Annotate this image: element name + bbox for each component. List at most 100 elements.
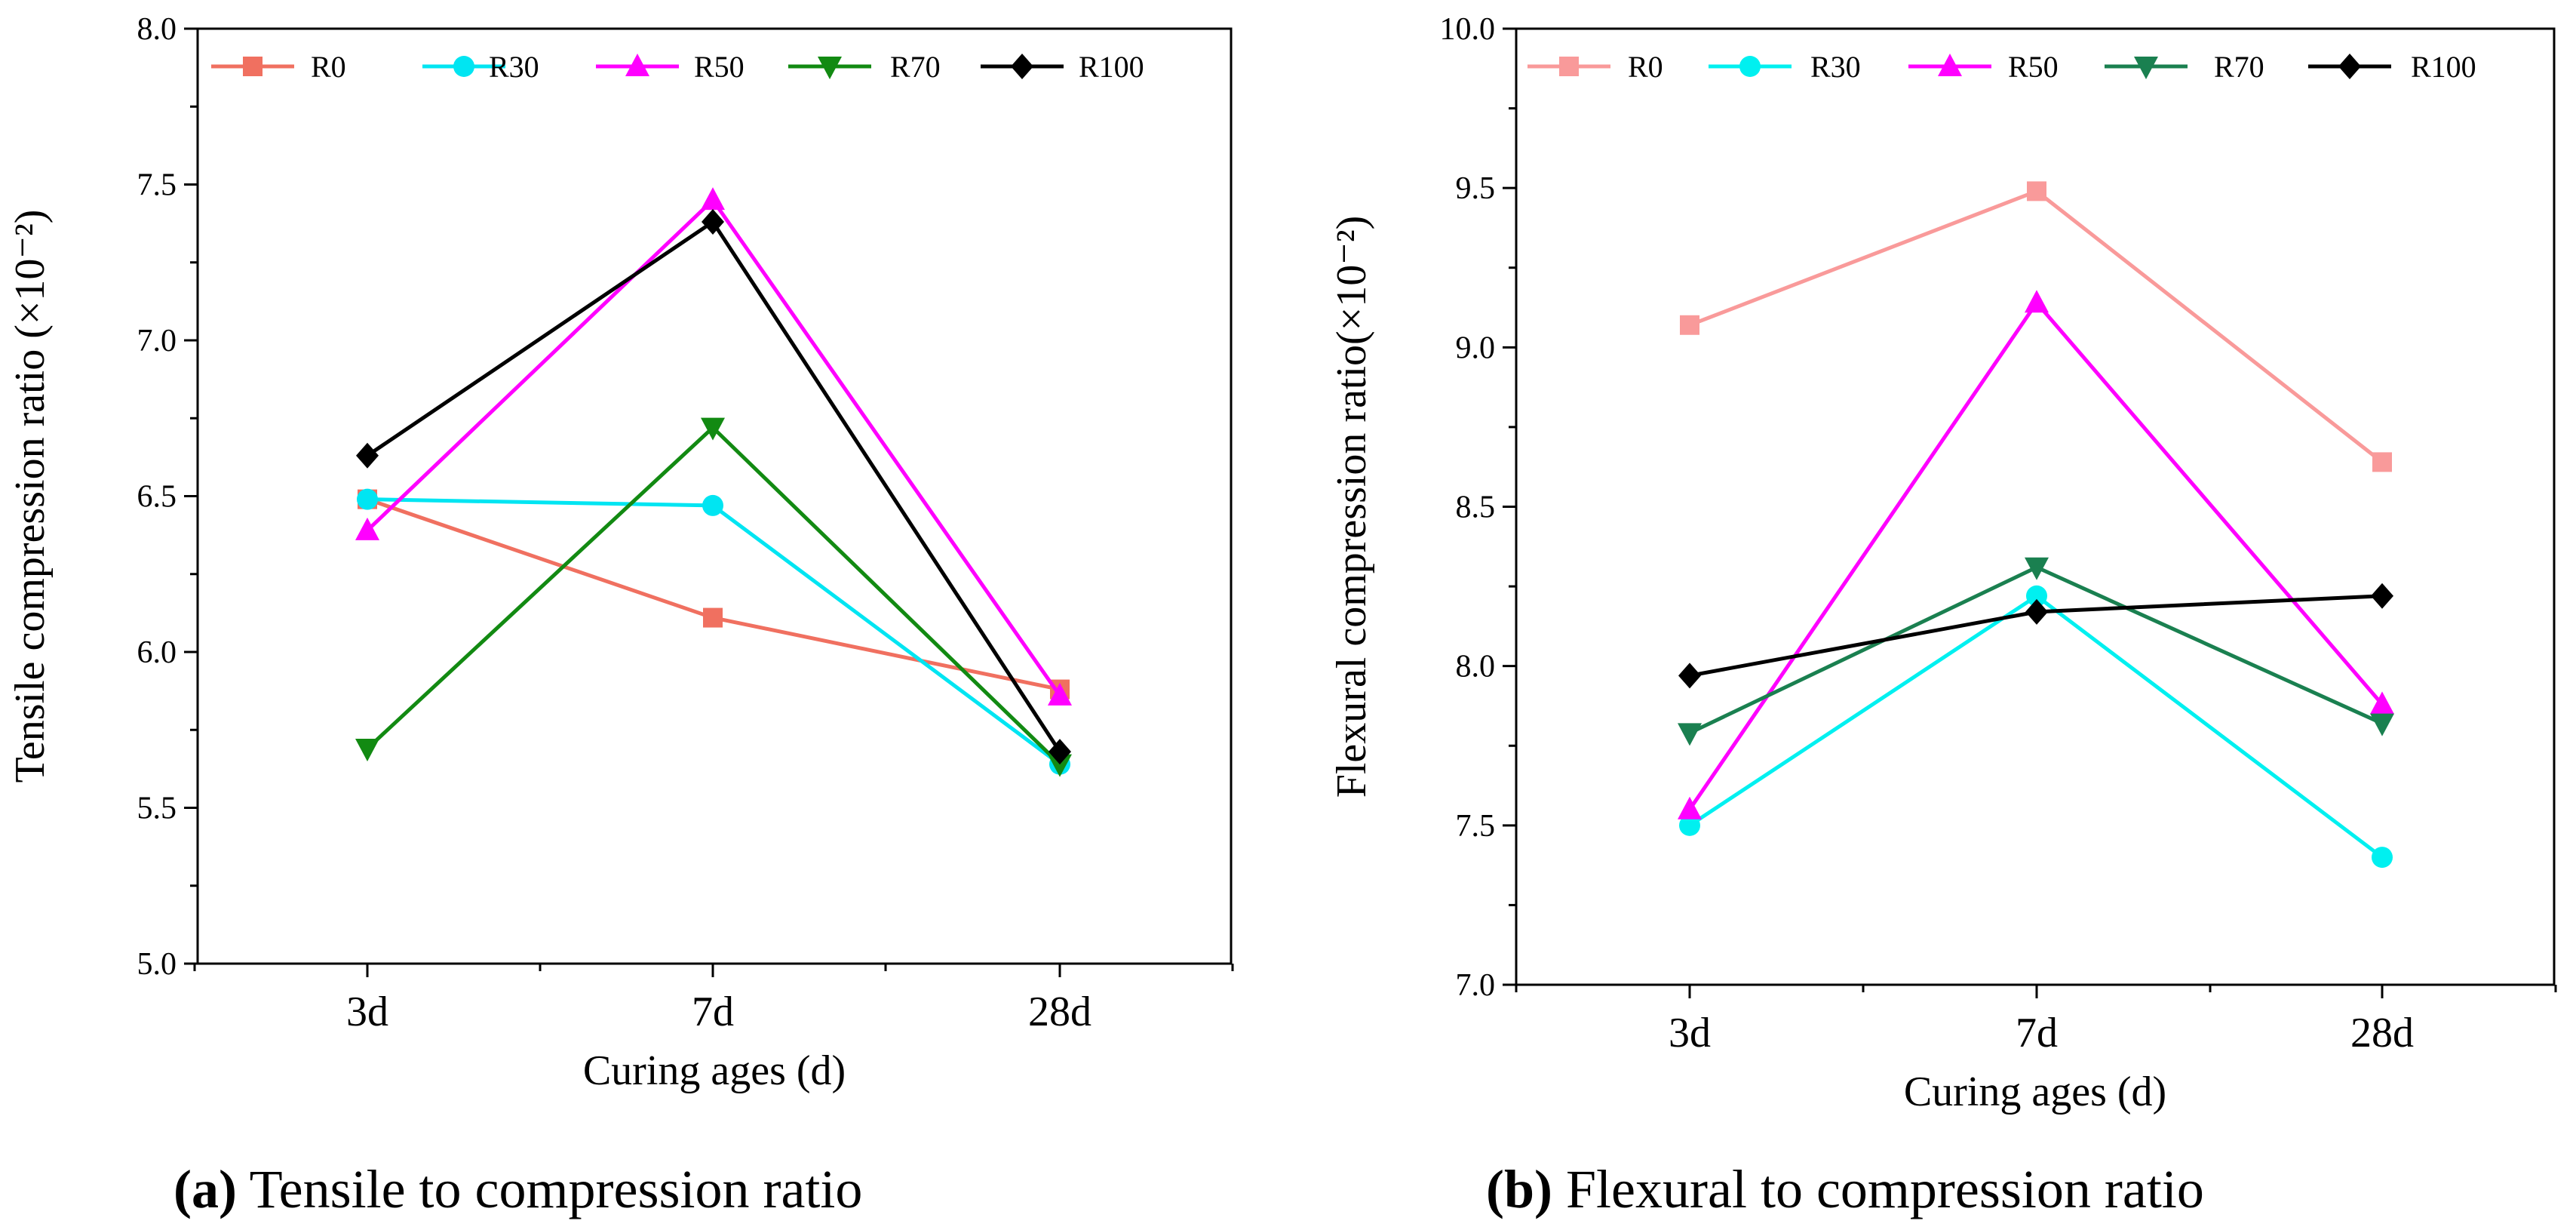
- data-point-R50-7d: [2025, 290, 2049, 313]
- legend-label-R50: R50: [694, 50, 745, 84]
- legend-label-R70: R70: [890, 50, 941, 84]
- data-point-R30-7d: [702, 494, 723, 516]
- data-point-R50-3d: [1678, 796, 1702, 819]
- x-axis-title: Curing ages (d): [1904, 1069, 2166, 1115]
- legend-label-R30: R30: [1810, 50, 1861, 84]
- legend-label-R100: R100: [1079, 50, 1144, 84]
- series-line-R100: [366, 219, 1062, 753]
- series-R50: [355, 187, 1072, 706]
- y-tick-label: 5.5: [137, 792, 177, 826]
- y-tick-label: 9.5: [1456, 171, 1496, 206]
- data-point-R100-7d: [2025, 598, 2048, 625]
- x-tick-label-7d: 7d: [2016, 1010, 2058, 1056]
- series-line-R0: [1689, 189, 2384, 464]
- legend-label-R70: R70: [2214, 50, 2264, 84]
- data-point-R0-7d: [2027, 181, 2046, 201]
- data-point-R30-28d: [2372, 847, 2393, 869]
- data-point-R50-7d: [701, 187, 725, 211]
- legend-item-R50: R50: [596, 50, 745, 84]
- x-tick-label-28d: 28d: [2350, 1010, 2414, 1056]
- legend: R0 R30 R50 R70 R100: [211, 50, 1144, 84]
- series-R100: [1678, 583, 2393, 689]
- legend-item-R70: R70: [788, 50, 941, 84]
- data-point-R100-3d: [356, 442, 379, 469]
- series-R70: [1678, 557, 2394, 746]
- x-axis-title: Curing ages (d): [583, 1047, 846, 1094]
- legend-item-R30: R30: [422, 50, 539, 84]
- data-point-R30-7d: [2026, 585, 2047, 607]
- data-point-R70-28d: [2370, 713, 2394, 736]
- legend-item-R100: R100: [2308, 50, 2476, 84]
- y-tick-label: 8.0: [137, 12, 177, 47]
- chart-panel-a: 5.0 5.5 6.0 6.5 7.0 7.5 8.0 3d 7d 28d Curing ages …: [7, 12, 1234, 1094]
- data-point-R70-7d: [701, 417, 725, 441]
- data-point-R50-3d: [355, 517, 379, 540]
- legend-marker-R0: [243, 57, 263, 76]
- series-R0: [1680, 181, 2392, 472]
- legend-marker-R70: [818, 57, 842, 79]
- caption-a-letter: (a): [173, 1159, 237, 1219]
- legend-label-R30: R30: [489, 50, 539, 84]
- data-point-R100-7d: [702, 209, 724, 235]
- data-point-R100-3d: [1678, 663, 1701, 689]
- data-point-R30-3d: [357, 488, 378, 510]
- chart-panel-b: 7.0 7.5 8.0 8.5 9.0 9.5 10.0 3d 7d 28d Curing ages…: [1328, 12, 2557, 1115]
- y-tick-label: 7.0: [1456, 968, 1496, 1003]
- legend-marker-R30: [1739, 56, 1761, 77]
- caption-a: (a) Tensile to compression ratio: [173, 1158, 862, 1221]
- series-line-R30: [367, 497, 1061, 766]
- legend-marker-R30: [453, 56, 474, 77]
- plot-frame: [1515, 27, 2556, 986]
- legend-item-R30: R30: [1709, 50, 1861, 84]
- data-point-R30-3d: [1679, 814, 1700, 836]
- x-tick-label-3d: 3d: [346, 989, 388, 1035]
- legend-marker-R70: [2134, 57, 2158, 79]
- legend-marker-R100: [2338, 54, 2361, 79]
- series-line-R30: [1688, 593, 2384, 859]
- legend-marker-R50: [1938, 54, 1962, 76]
- legend-item-R100: R100: [981, 50, 1144, 84]
- legend-label-R0: R0: [311, 50, 346, 84]
- caption-b-letter: (b): [1486, 1159, 1552, 1219]
- y-tick-label: 6.0: [137, 635, 177, 670]
- y-tick-label: 8.5: [1456, 490, 1496, 525]
- legend: R0 R30 R50 R70 R100: [1527, 50, 2476, 84]
- legend-marker-R50: [625, 54, 649, 76]
- data-point-R100-28d: [1049, 739, 1071, 765]
- data-point-R0-28d: [2372, 452, 2392, 472]
- legend-label-R100: R100: [2411, 50, 2476, 84]
- legend-item-R70: R70: [2105, 50, 2264, 84]
- data-point-R70-3d: [355, 739, 379, 762]
- data-point-R70-28d: [1048, 754, 1072, 777]
- data-point-R100-28d: [2371, 583, 2393, 609]
- caption-b-text: Flexural to compression ratio: [1552, 1159, 2204, 1219]
- data-point-R50-28d: [1048, 682, 1072, 706]
- series-R100: [356, 209, 1071, 765]
- y-tick-label: 9.0: [1456, 331, 1496, 365]
- y-axis-title: Flexural compression ratio(×10⁻²): [1328, 216, 1375, 798]
- legend-marker-R100: [1011, 54, 1033, 79]
- legend-marker-R0: [1559, 57, 1579, 76]
- caption-a-text: Tensile to compression ratio: [236, 1159, 863, 1219]
- legend-label-R50: R50: [2008, 50, 2059, 84]
- y-tick-label: 7.0: [137, 324, 177, 358]
- y-tick-label: 6.5: [137, 480, 177, 515]
- series-R30: [1679, 585, 2393, 869]
- legend-item-R50: R50: [1908, 50, 2059, 84]
- data-point-R0-3d: [1680, 315, 1699, 335]
- x-tick-label-7d: 7d: [692, 989, 734, 1035]
- y-tick-label: 7.5: [137, 168, 177, 203]
- caption-b: (b) Flexural to compression ratio: [1486, 1158, 2204, 1221]
- y-tick-label: 5.0: [137, 947, 177, 982]
- data-point-R0-7d: [703, 607, 723, 628]
- data-point-R70-3d: [1678, 723, 1702, 746]
- data-point-R50-28d: [2370, 691, 2394, 715]
- data-point-R70-7d: [2025, 557, 2049, 580]
- y-tick-label: 10.0: [1440, 12, 1496, 47]
- legend-label-R0: R0: [1628, 50, 1663, 84]
- y-axis-title: Tensile compression ratio (×10⁻²): [7, 210, 54, 783]
- legend-item-R0: R0: [211, 50, 346, 84]
- legend-item-R0: R0: [1527, 50, 1663, 84]
- series-R70: [355, 417, 1072, 777]
